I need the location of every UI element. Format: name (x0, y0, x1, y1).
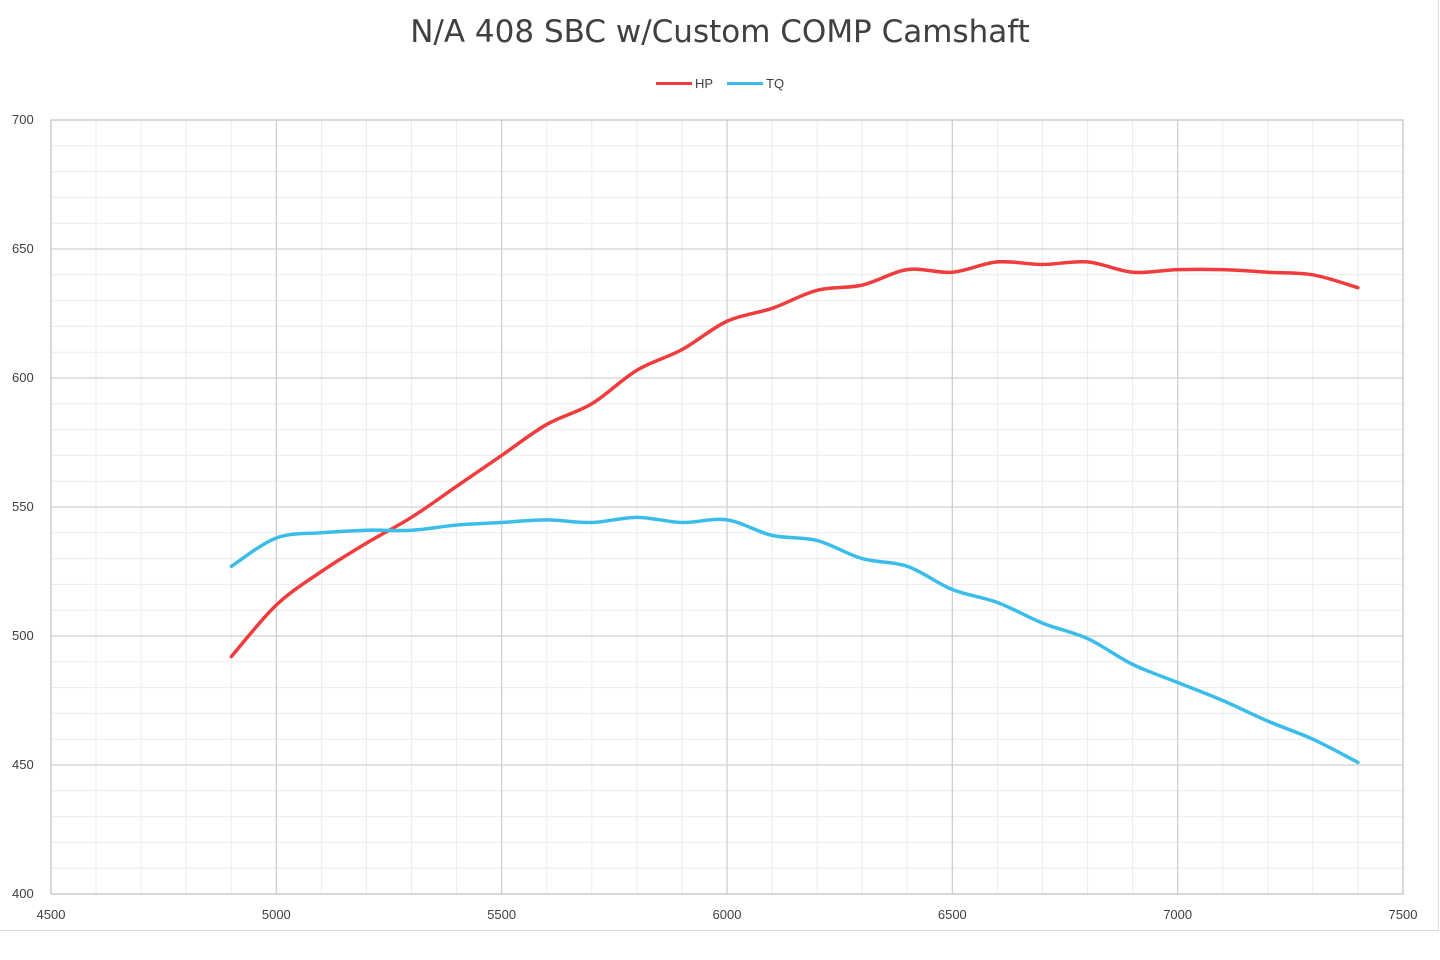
legend-label-tq: TQ (766, 76, 785, 91)
y-tick-label: 650 (12, 241, 34, 256)
y-tick-label: 600 (12, 370, 34, 385)
y-tick-label: 700 (12, 112, 34, 127)
chart-title: N/A 408 SBC w/Custom COMP Camshaft (410, 14, 1030, 50)
legend-swatch-tq (727, 82, 763, 85)
x-tick-label: 6500 (938, 907, 967, 922)
x-tick-label: 5000 (262, 907, 291, 922)
y-tick-label: 400 (12, 886, 34, 901)
y-tick-label: 450 (12, 757, 34, 772)
series-line-hp (229, 259, 1360, 659)
legend-swatch-hp (655, 82, 692, 85)
y-tick-label: 500 (12, 628, 34, 643)
x-tick-label: 7000 (1163, 907, 1192, 922)
plot-border (50, 119, 1404, 895)
y-tick-label: 550 (12, 499, 34, 514)
legend-item-tq: TQ (727, 76, 784, 91)
chart-frame (0, 0, 1439, 931)
legend-label-hp: HP (694, 76, 713, 91)
legend-item-hp: HP (655, 76, 713, 91)
series-line-tq (229, 515, 1360, 765)
x-tick-label: 7500 (1389, 907, 1418, 922)
x-tick-label: 5500 (487, 907, 516, 922)
legend: HP TQ (0, 76, 1440, 91)
x-tick-label: 6000 (713, 907, 742, 922)
x-tick-label: 4500 (37, 907, 66, 922)
